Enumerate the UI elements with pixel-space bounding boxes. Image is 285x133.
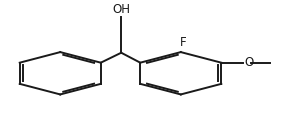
Text: OH: OH <box>112 3 130 16</box>
Text: O: O <box>244 56 253 69</box>
Text: F: F <box>180 36 187 49</box>
